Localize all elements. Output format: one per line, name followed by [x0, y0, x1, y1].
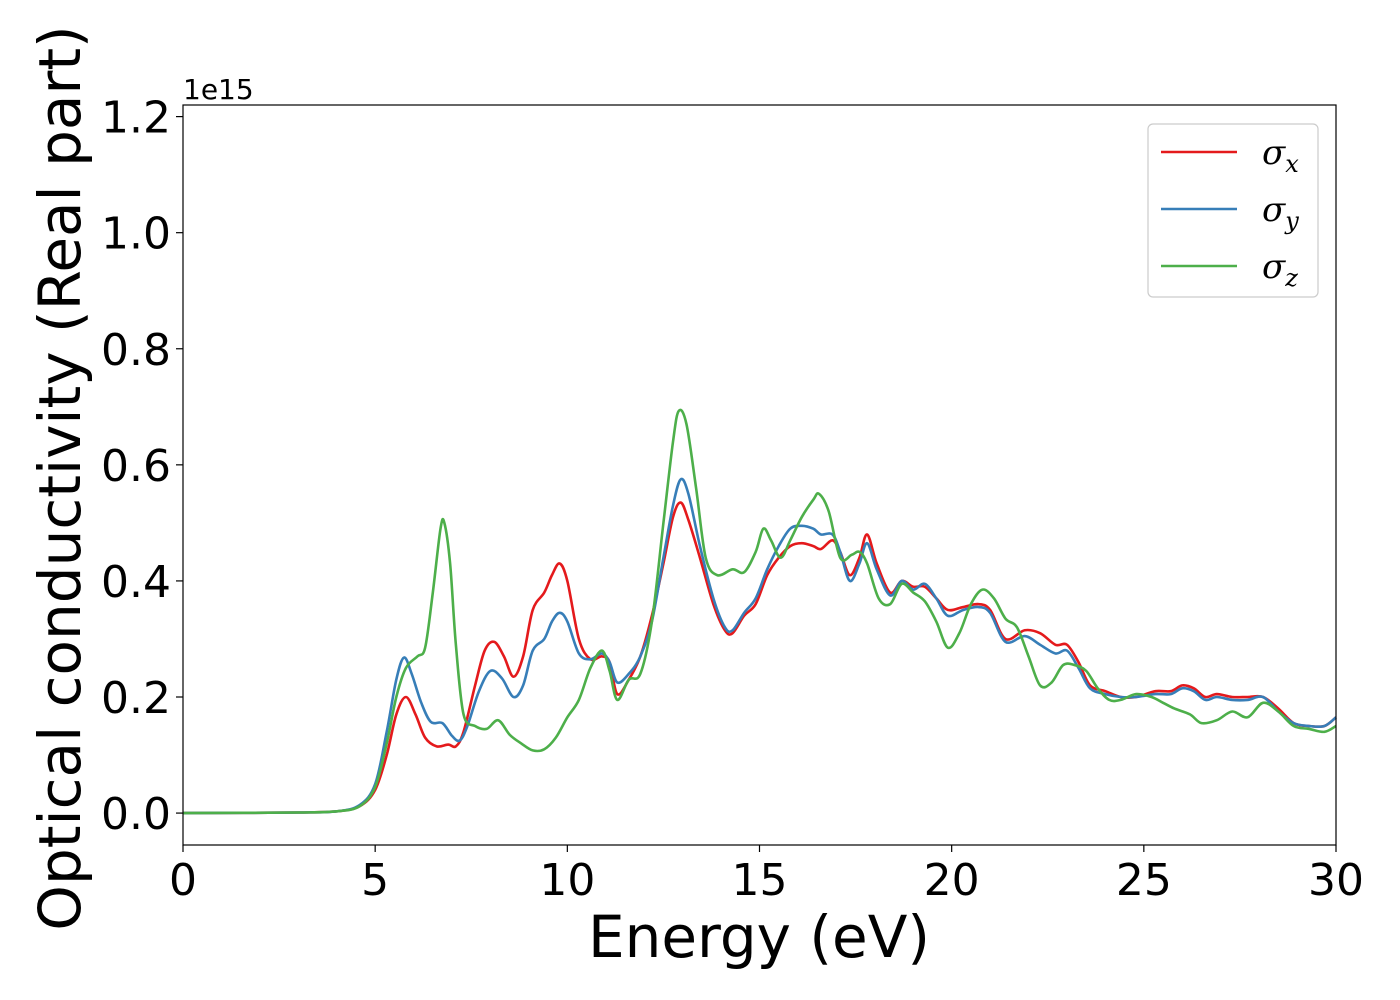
legend-label-y: σy — [1262, 190, 1299, 235]
x-tick-label: 15 — [732, 855, 788, 906]
y-tick-label: 1.0 — [101, 209, 171, 260]
legend-box — [1147, 123, 1319, 298]
y-tick-label: 0.4 — [101, 557, 171, 608]
series-line-z — [182, 408, 1337, 815]
legend-label-x: σx — [1262, 133, 1299, 178]
legend: σx σy σz — [1147, 123, 1319, 298]
series-line-x — [182, 501, 1337, 815]
x-tick-label: 5 — [361, 855, 389, 906]
x-tick-label: 20 — [924, 855, 980, 906]
x-tick-label: 10 — [539, 855, 595, 906]
x-axis-ticks: 0 5 10 15 20 25 30 — [169, 845, 1364, 906]
y-tick-label: 0.8 — [101, 325, 171, 376]
legend-label-z: σz — [1262, 247, 1298, 292]
series-line-y — [182, 477, 1337, 815]
x-tick-label: 30 — [1308, 855, 1364, 906]
y-tick-label: 0.6 — [101, 441, 171, 492]
x-tick-label: 25 — [1116, 855, 1172, 906]
y-axis-ticks: 0.0 0.2 0.4 0.6 0.8 1.0 1.2 — [101, 93, 183, 840]
x-tick-label: 0 — [169, 855, 197, 906]
y-offset-label: 1e15 — [183, 73, 254, 106]
y-axis-title: Optical conductivity (Real part) — [26, 25, 94, 930]
y-tick-label: 0.2 — [101, 673, 171, 724]
series-layer — [182, 408, 1337, 815]
y-tick-label: 1.2 — [101, 93, 171, 144]
y-tick-label: 0.0 — [101, 789, 171, 840]
x-axis-title: Energy (eV) — [588, 903, 930, 971]
